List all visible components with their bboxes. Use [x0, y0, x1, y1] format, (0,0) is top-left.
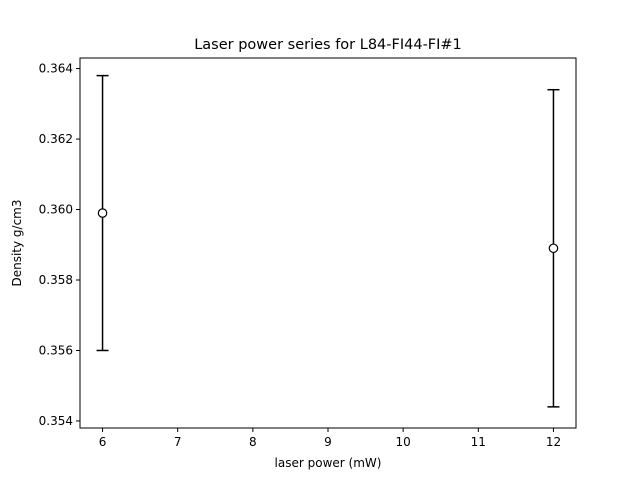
- chart-title: Laser power series for L84-FI44-FI#1: [194, 37, 462, 53]
- y-tick-label: 0.356: [39, 343, 73, 357]
- y-tick-label: 0.362: [39, 132, 73, 146]
- y-axis: 0.354 0.356 0.358 0.360 0.362 0.364: [39, 62, 80, 428]
- x-tick-label: 12: [546, 435, 561, 449]
- y-tick-label: 0.358: [39, 273, 73, 287]
- x-tick-label: 8: [249, 435, 257, 449]
- x-tick-label: 10: [396, 435, 411, 449]
- y-tick-label: 0.360: [39, 203, 73, 217]
- x-tick-label: 9: [324, 435, 332, 449]
- x-axis-label: laser power (mW): [275, 456, 382, 470]
- x-axis: 6 7 8 9 10 11 12: [99, 428, 561, 449]
- plot-marks: [96, 74, 560, 408]
- y-tick-label: 0.354: [39, 414, 73, 428]
- data-point: [97, 208, 108, 218]
- y-tick-label: 0.364: [39, 62, 73, 76]
- data-point: [548, 243, 559, 254]
- x-tick-label: 6: [99, 435, 107, 449]
- y-axis-label: Density g/cm3: [10, 199, 24, 286]
- x-tick-label: 11: [471, 435, 486, 449]
- plot-area-frame: [79, 57, 577, 429]
- x-tick-label: 7: [174, 435, 182, 449]
